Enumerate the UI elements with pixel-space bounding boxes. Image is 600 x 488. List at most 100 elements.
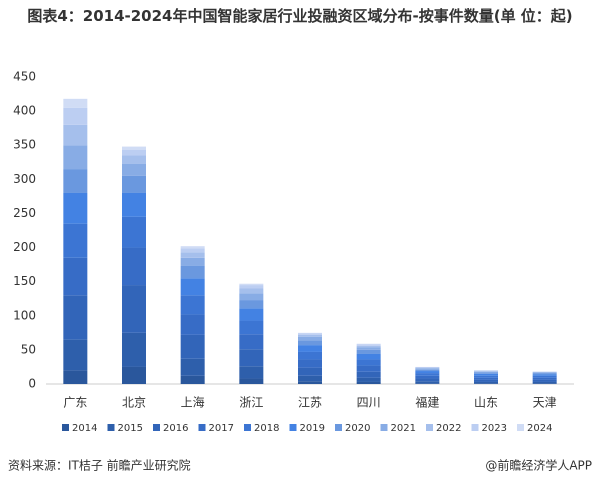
bar-segment	[63, 107, 88, 125]
legend-swatch	[244, 424, 251, 431]
legend-swatch	[198, 424, 206, 431]
x-tick-label: 山东	[474, 396, 498, 410]
y-tick-label: 100	[13, 308, 36, 322]
bar-segment	[415, 381, 440, 384]
bar-segment	[474, 377, 498, 380]
bar-segment	[415, 371, 440, 374]
bar-segment	[298, 367, 322, 376]
bar-segment	[356, 347, 381, 350]
y-tick-label: 200	[13, 240, 36, 254]
bar-segment	[298, 334, 322, 337]
bar-segment	[415, 369, 440, 372]
legend-label: 2021	[391, 423, 416, 434]
bar-segment	[122, 247, 146, 286]
y-tick-label: 50	[21, 342, 36, 356]
y-tick-label: 400	[13, 104, 36, 118]
bar-segment	[298, 375, 322, 382]
bar-segment	[532, 374, 557, 376]
legend-label: 2022	[436, 423, 461, 434]
bar-segment	[180, 257, 205, 266]
legend-label: 2016	[163, 423, 188, 434]
bar-segment	[415, 383, 440, 384]
credit: @前瞻经济学人APP	[485, 458, 592, 473]
legend-swatch	[153, 424, 160, 431]
bar-segment	[239, 334, 264, 350]
x-tick-label: 浙江	[239, 396, 263, 410]
legend-label: 2017	[209, 423, 234, 434]
bar-segment	[180, 278, 205, 296]
bar-segment	[298, 333, 322, 335]
bar-segment	[532, 377, 557, 380]
bar-segment	[122, 163, 146, 176]
legend-label: 2015	[118, 423, 143, 434]
bar-segment	[356, 343, 381, 345]
y-tick-label: 150	[13, 274, 36, 288]
legend-swatch	[471, 424, 479, 431]
bar-segment	[474, 383, 498, 384]
bar-segment	[63, 257, 88, 296]
bar-segment	[122, 155, 146, 164]
legend-swatch	[517, 424, 524, 431]
bar-segment	[180, 375, 205, 384]
bar-segment	[180, 314, 205, 335]
bar-segment	[356, 381, 381, 384]
legend-swatch	[289, 424, 297, 431]
legend-swatch	[380, 424, 388, 431]
x-tick-label: 广东	[63, 396, 87, 410]
bar-segment	[63, 192, 88, 224]
x-tick-label: 江苏	[298, 396, 322, 410]
y-tick-label: 250	[13, 206, 36, 220]
bar-segment	[356, 377, 381, 382]
bar-segment	[239, 349, 264, 367]
bar-segment	[532, 379, 557, 382]
y-tick-label: 0	[28, 377, 36, 391]
bar-segment	[180, 265, 205, 279]
legend-label: 2023	[482, 423, 507, 434]
bar-segment	[298, 332, 322, 334]
bar-segment	[63, 223, 88, 258]
bar-segment	[63, 124, 88, 146]
bar-segment	[532, 373, 557, 375]
bar-segment	[239, 366, 264, 379]
bar-segment	[122, 216, 146, 248]
bar-segment	[415, 373, 440, 376]
bar-segment	[356, 345, 381, 348]
bar-segment	[474, 375, 498, 378]
bar-segment	[180, 295, 205, 315]
bar-segment	[532, 383, 557, 384]
bar-segment	[474, 372, 498, 374]
legend-label: 2020	[345, 423, 370, 434]
bar-segment	[356, 353, 381, 360]
legend-label: 2018	[254, 423, 279, 434]
bar-segment	[356, 349, 381, 354]
bar-segment	[532, 381, 557, 384]
x-tick-label: 四川	[357, 396, 381, 410]
y-tick-label: 350	[13, 138, 36, 152]
bar-segment	[239, 285, 264, 289]
bar-segment	[122, 146, 146, 150]
chart-title: 图表4：2014-2024年中国智能家居行业投融资区域分布-按事件数量(单 位：…	[27, 7, 573, 25]
bar-segment	[63, 169, 88, 193]
bar-segment	[415, 367, 440, 369]
bar-segment	[180, 252, 205, 258]
bar-segment	[532, 372, 557, 374]
source: 资料来源：IT桔子 前瞻产业研究院	[8, 458, 191, 473]
bar-segment	[298, 336, 322, 341]
bar-segment	[239, 378, 264, 384]
legend-label: 2019	[300, 423, 325, 434]
bar-segment	[180, 248, 205, 253]
bar-segment	[63, 339, 88, 371]
bar-segment	[180, 246, 205, 249]
bar-segment	[474, 370, 498, 372]
bar-segment	[356, 371, 381, 378]
bar-segment	[239, 283, 264, 286]
bar-segment	[239, 308, 264, 321]
bar-segment	[474, 381, 498, 384]
bar-segment	[474, 379, 498, 382]
bar-segment	[180, 358, 205, 376]
bar-segment	[239, 288, 264, 294]
legend-swatch	[62, 424, 69, 431]
bar-segment	[122, 175, 146, 193]
